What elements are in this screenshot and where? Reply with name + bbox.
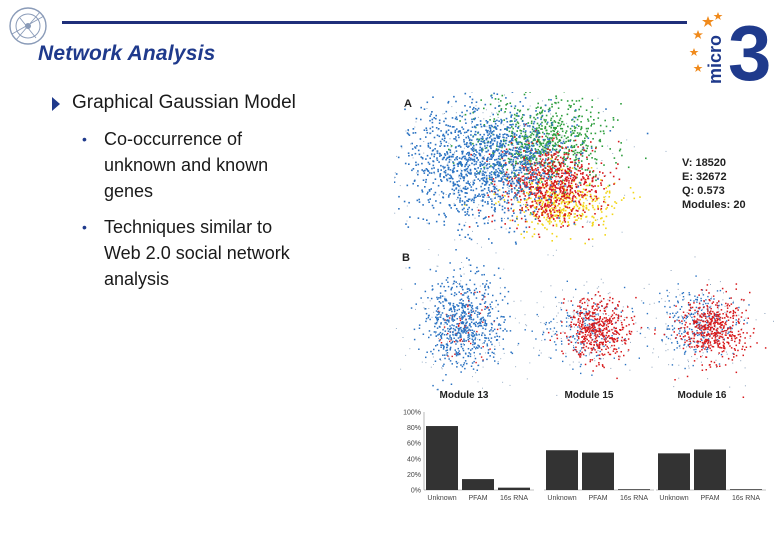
bar-module-15-unknown (546, 450, 578, 490)
micro3-logo-icon: micro 3 (689, 9, 771, 90)
bullet-main-text: Graphical Gaussian Model (72, 92, 296, 113)
bullet-main: Graphical Gaussian Model (52, 92, 382, 114)
x-category-label: 16s RNA (620, 495, 648, 502)
module-label-15: Module 15 (564, 390, 614, 401)
header-rule (62, 21, 687, 24)
stat-modularity: Q: 0.573 (682, 185, 725, 197)
x-category-label: PFAM (700, 495, 719, 502)
network-figure: A B V: 18520 E: 32672 Q: 0.573 Modules: … (394, 92, 774, 522)
institution-logo-icon (9, 7, 47, 45)
y-tick-label: 0% (411, 488, 421, 495)
y-tick-label: 100% (403, 410, 421, 417)
module16-red (663, 283, 767, 398)
bar-module-13-unknown (426, 426, 458, 490)
sub-bullet-text-1: Co-occurrence of unknown and known genes (104, 129, 269, 201)
sub-bullet-2: • Techniques similar to Web 2.0 social n… (82, 214, 382, 292)
x-category-label: Unknown (659, 495, 688, 502)
dot-bullet-icon: • (82, 131, 87, 147)
x-category-label: Unknown (427, 495, 456, 502)
star-ring-icon (689, 12, 723, 72)
bullet-list: Graphical Gaussian Model • Co-occurrence… (52, 92, 382, 292)
bar-module-13-pfam (462, 479, 494, 490)
slide-title: Network Analysis (38, 42, 216, 65)
y-tick-label: 60% (407, 441, 421, 448)
x-category-label: 16s RNA (500, 495, 528, 502)
y-tick-label: 20% (407, 472, 421, 479)
module15-blue (517, 280, 640, 376)
stat-vertices: V: 18520 (682, 157, 727, 169)
bar-module-16-unknown (658, 453, 690, 490)
sub-bullet-text-2: Techniques similar to Web 2.0 social net… (104, 217, 290, 289)
x-category-label: 16s RNA (732, 495, 760, 502)
module13-faint (395, 246, 543, 396)
network-a-blue (394, 92, 649, 270)
logo-micro-text: micro (705, 35, 725, 84)
bar-module-16-pfam (694, 449, 726, 490)
stat-edges: E: 32672 (682, 171, 727, 183)
module13-blue (410, 249, 514, 391)
x-category-label: PFAM (588, 495, 607, 502)
triangle-bullet-icon (52, 97, 60, 111)
panel-a-label: A (404, 98, 412, 110)
module-bar-charts: 0% 20% 40% 60% 80% 100% Unknown PFAM 16s RNA Unkn… (403, 410, 766, 502)
module15-red (547, 291, 656, 380)
module16-blue (631, 275, 750, 370)
sub-bullet-1: • Co-occurrence of unknown and known gen… (82, 126, 382, 204)
module-label-16: Module 16 (677, 390, 727, 401)
x-category-label: Unknown (547, 495, 576, 502)
bar-module-15-16s-rna (618, 489, 650, 490)
x-category-label: PFAM (468, 495, 487, 502)
stat-modules: Modules: 20 (682, 199, 746, 211)
y-tick-label: 40% (407, 456, 421, 463)
module-label-13: Module 13 (439, 390, 489, 401)
bar-module-15-pfam (582, 452, 614, 490)
logo-digit-text: 3 (728, 9, 771, 90)
network-plots (394, 92, 774, 398)
bar-module-13-16s-rna (498, 487, 530, 490)
panel-b-label: B (402, 252, 410, 264)
dot-bullet-icon: • (82, 219, 87, 235)
network-stats: V: 18520 E: 32672 Q: 0.573 Modules: 20 (682, 156, 746, 212)
y-tick-label: 80% (407, 425, 421, 432)
bar-module-16-16s-rna (730, 489, 762, 490)
